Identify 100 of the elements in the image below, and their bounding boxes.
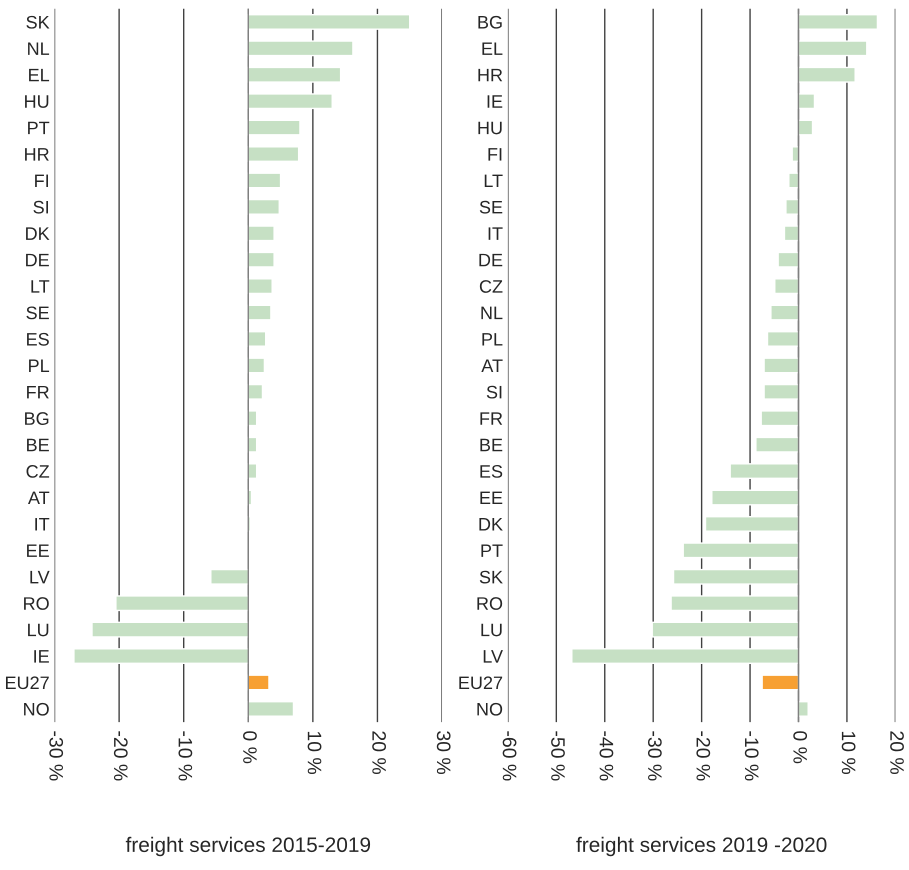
y-tick-label: IT — [488, 227, 503, 240]
y-tick-label: LV — [30, 570, 50, 584]
x-tick-label: -20 % — [696, 731, 710, 781]
bar — [248, 278, 273, 294]
y-tick-label: DE — [26, 254, 49, 266]
bar — [711, 490, 800, 506]
y-tick-label: DK — [479, 518, 503, 530]
y-tick-label: BG — [25, 412, 48, 425]
bar — [774, 278, 800, 294]
y-tick-label: LU — [28, 624, 48, 636]
y-tick-label: IT — [35, 518, 50, 530]
y-tick-label: NO — [24, 702, 49, 716]
x-tick-label: -40 % — [600, 731, 614, 781]
x-tick-label: -10 % — [744, 731, 759, 781]
y-tick-label: LV — [484, 650, 503, 663]
y-tick-label: HR — [478, 68, 502, 82]
y-tick-label: SI — [33, 200, 48, 214]
bar — [761, 674, 800, 690]
y-tick-label: DE — [479, 254, 502, 266]
y-tick-label: SK — [480, 570, 503, 584]
bar — [755, 436, 800, 453]
y-tick-label: SE — [26, 306, 49, 320]
y-tick-label: BG — [478, 16, 502, 29]
y-tick-label: LU — [481, 624, 502, 636]
bar — [248, 93, 333, 110]
bar — [763, 357, 800, 374]
bar — [670, 595, 800, 612]
bar — [91, 622, 249, 638]
y-tick-label: EE — [480, 492, 502, 504]
y-tick-label: DK — [26, 227, 50, 240]
y-tick-label: IE — [34, 650, 49, 663]
x-axis-title: freight services 2019 -2020 — [576, 836, 826, 856]
bar — [785, 198, 800, 215]
x-tick-label: -60 % — [502, 731, 516, 781]
y-tick-label: FI — [488, 148, 502, 161]
bar — [770, 304, 800, 321]
y-tick-label: IE — [488, 95, 502, 108]
bar — [672, 568, 800, 585]
bar — [798, 14, 878, 30]
bar — [248, 146, 300, 162]
x-axis-title: freight services 2015-2019 — [126, 836, 370, 856]
bar — [682, 542, 800, 558]
bar — [704, 516, 800, 532]
x-tick-label: 0 % — [793, 731, 808, 764]
y-tick-label: FR — [480, 412, 502, 425]
x-tick-label: 10 % — [842, 732, 856, 774]
y-tick-label: SI — [486, 386, 502, 399]
bar — [248, 674, 270, 690]
y-tick-label: EL — [482, 42, 502, 55]
bar — [652, 622, 800, 638]
bar — [248, 304, 272, 321]
bar — [798, 40, 868, 56]
bar — [210, 568, 249, 585]
bar — [248, 198, 280, 215]
y-tick-label: CZ — [26, 465, 50, 478]
x-tick-label: -10 % — [178, 731, 192, 781]
bar — [760, 410, 800, 426]
y-tick-label: AT — [481, 360, 503, 372]
x-tick-label: -20 % — [114, 731, 128, 781]
y-tick-label: RO — [24, 597, 49, 610]
y-tick-label: CZ — [480, 280, 502, 293]
y-tick-label: NL — [28, 42, 50, 55]
x-tick-label: 0 % — [243, 731, 257, 764]
bar — [730, 463, 800, 480]
bar — [248, 331, 266, 347]
bar — [766, 331, 800, 347]
y-tick-label: EU27 — [459, 676, 502, 690]
y-tick-label: PL — [29, 360, 50, 372]
y-tick-label: RO — [477, 597, 502, 610]
y-tick-label: SE — [480, 200, 502, 214]
bar — [763, 384, 800, 400]
bar — [248, 357, 266, 374]
y-tick-label: AT — [28, 492, 50, 504]
bar — [777, 252, 800, 268]
x-tick-label: 30 % — [436, 731, 451, 774]
bar — [571, 648, 800, 664]
x-tick-label: 20 % — [372, 731, 386, 774]
y-tick-label: ES — [480, 465, 502, 478]
bar — [248, 252, 275, 268]
y-tick-label: HU — [478, 122, 502, 134]
bar — [248, 66, 342, 83]
x-tick-label: -30 % — [49, 731, 64, 781]
y-tick-label: PT — [481, 544, 503, 557]
bar — [248, 225, 275, 242]
bar — [248, 172, 282, 188]
y-tick-label: NL — [481, 306, 502, 320]
y-tick-label: FR — [27, 386, 49, 398]
bar — [73, 648, 249, 664]
bar — [798, 66, 856, 83]
y-tick-label: EE — [27, 544, 49, 557]
bar — [248, 14, 410, 30]
x-tick-label: 20 % — [890, 731, 904, 774]
y-tick-label: ES — [27, 332, 49, 346]
y-tick-label: FI — [35, 174, 48, 187]
bar — [115, 595, 249, 612]
y-tick-label: HR — [25, 148, 49, 161]
x-tick-label: -30 % — [648, 731, 662, 781]
bar — [248, 384, 264, 400]
bar — [798, 700, 809, 717]
y-tick-label: NO — [477, 702, 502, 716]
